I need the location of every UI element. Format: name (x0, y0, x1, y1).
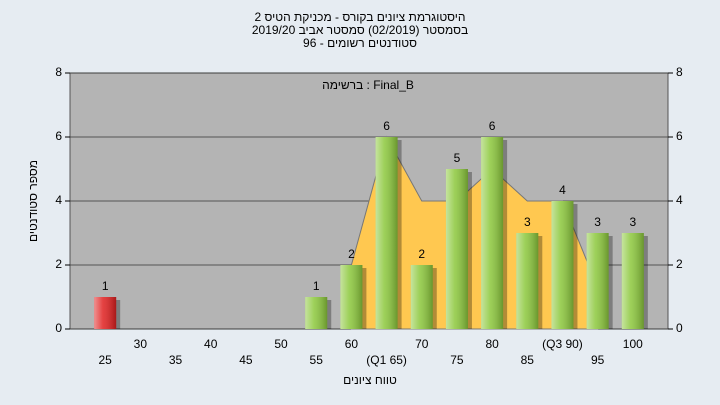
bar-shade (551, 201, 574, 329)
x-tick-label: 95 (591, 353, 605, 367)
x-tick-label: 30 (134, 337, 148, 351)
x-tick-label: 85 (521, 353, 535, 367)
bar-shade (340, 265, 363, 329)
x-tick-label: 35 (169, 353, 183, 367)
bar-shade (305, 297, 328, 329)
chart-title: היסטוגרמת ציונים בקורס - מכניקת הטיס 2 (254, 10, 465, 24)
data-label: 2 (348, 247, 355, 261)
x-tick-label: 45 (239, 353, 253, 367)
x-tick-label: 60 (345, 337, 359, 351)
data-label: 6 (489, 119, 496, 133)
bar-shade (94, 297, 117, 329)
data-label: 3 (629, 215, 636, 229)
bar-shade (481, 137, 504, 329)
x-tick-label: 100 (623, 337, 643, 351)
data-label: 1 (313, 279, 320, 293)
data-label: 5 (454, 151, 461, 165)
x-tick-label: 55 (310, 353, 324, 367)
x-tick-label: 75 (450, 353, 464, 367)
x-tick-label: 50 (274, 337, 288, 351)
y2-tick-label: 6 (676, 129, 683, 143)
x-tick-label: 80 (485, 337, 499, 351)
x-tick-label: 40 (204, 337, 218, 351)
y-tick-label: 0 (55, 321, 62, 335)
y-axis-label: מספר סטודנטים (26, 160, 40, 242)
x-tick-label: (Q1 65) (366, 353, 407, 367)
annotation: ברשימה : Final_B (322, 78, 414, 92)
y2-tick-label: 4 (676, 193, 683, 207)
y-tick-label: 8 (55, 65, 62, 79)
y-tick-label: 2 (55, 257, 62, 271)
y2-tick-label: 2 (676, 257, 683, 271)
data-label: 2 (418, 247, 425, 261)
data-label: 6 (383, 119, 390, 133)
bar-shade (445, 169, 468, 329)
bar-shade (410, 265, 433, 329)
bar-shade (516, 233, 539, 329)
x-tick-label: (Q3 90) (542, 337, 583, 351)
data-label: 1 (102, 279, 109, 293)
data-label: 4 (559, 183, 566, 197)
data-label: 3 (594, 215, 601, 229)
bar-shade (375, 137, 398, 329)
chart-subtitle: בסמסטר (02/2019) סמסטר אביב 2019/20 (252, 23, 468, 37)
x-axis-label: טווח ציונים (343, 373, 397, 387)
data-label: 3 (524, 215, 531, 229)
y-tick-label: 6 (55, 129, 62, 143)
x-tick-label: 25 (98, 353, 112, 367)
y-tick-label: 4 (55, 193, 62, 207)
bar-shade (586, 233, 609, 329)
bar-shade (621, 233, 644, 329)
x-tick-label: 70 (415, 337, 429, 351)
y2-tick-label: 8 (676, 65, 683, 79)
chart-subtitle: סטודנטים רשומים - 96 (303, 36, 417, 50)
y2-tick-label: 0 (676, 321, 683, 335)
